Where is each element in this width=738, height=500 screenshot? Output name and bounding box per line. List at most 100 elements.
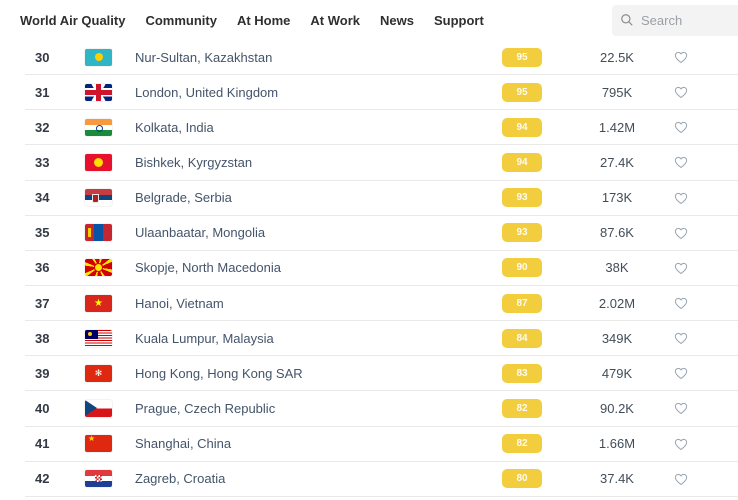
followers-count: 87.6K bbox=[600, 225, 634, 241]
table-row[interactable]: 39 Hong Kong, Hong Kong SAR 83 479K bbox=[25, 356, 738, 392]
city-label: Skopje, North Macedonia bbox=[135, 260, 281, 276]
aqi-badge: 95 bbox=[502, 47, 542, 67]
country-flag-icon bbox=[85, 435, 112, 453]
table-row[interactable]: 38 Kuala Lumpur, Malaysia 84 349K bbox=[25, 321, 738, 357]
followers-count: 795K bbox=[601, 84, 633, 100]
rank-label: 34 bbox=[35, 190, 50, 206]
city-label: London, United Kingdom bbox=[135, 84, 279, 100]
search-input[interactable] bbox=[641, 12, 730, 28]
city-label: Prague, Czech Republic bbox=[135, 400, 276, 416]
rank-label: 32 bbox=[35, 119, 50, 135]
city-label: Ulaanbaatar, Mongolia bbox=[135, 225, 266, 241]
aqi-badge: 94 bbox=[502, 152, 542, 172]
country-flag-icon bbox=[85, 259, 112, 277]
city-label: Bishkek, Kyrgyzstan bbox=[135, 154, 253, 170]
followers-count: 173K bbox=[601, 190, 633, 206]
favorite-heart-icon[interactable] bbox=[672, 119, 690, 135]
rank-label: 39 bbox=[35, 365, 50, 381]
rank-label: 40 bbox=[35, 400, 50, 416]
aqi-badge: 82 bbox=[502, 434, 542, 454]
followers-count: 1.42M bbox=[598, 119, 636, 135]
followers-count: 1.66M bbox=[598, 436, 636, 452]
country-flag-icon bbox=[85, 153, 112, 171]
rank-label: 42 bbox=[35, 471, 50, 487]
table-row[interactable]: 37 Hanoi, Vietnam 87 2.02M bbox=[25, 286, 738, 322]
nav-item-at-work[interactable]: At Work bbox=[310, 12, 361, 28]
rank-label: 36 bbox=[35, 260, 50, 276]
city-label: Hong Kong, Hong Kong SAR bbox=[135, 365, 303, 381]
country-flag-icon bbox=[85, 224, 112, 242]
rank-label: 37 bbox=[35, 295, 50, 311]
aqi-badge: 83 bbox=[502, 363, 542, 383]
aqi-badge: 87 bbox=[502, 293, 542, 313]
favorite-heart-icon[interactable] bbox=[672, 154, 690, 170]
rank-label: 33 bbox=[35, 154, 50, 170]
favorite-heart-icon[interactable] bbox=[672, 365, 690, 381]
rank-label: 41 bbox=[35, 436, 50, 452]
followers-count: 37.4K bbox=[600, 471, 634, 487]
table-row[interactable]: 32 Kolkata, India 94 1.42M bbox=[25, 110, 738, 146]
favorite-heart-icon[interactable] bbox=[672, 225, 690, 241]
aqi-badge: 95 bbox=[502, 82, 542, 102]
rank-label: 31 bbox=[35, 84, 50, 100]
aqi-badge: 82 bbox=[502, 398, 542, 418]
favorite-heart-icon[interactable] bbox=[672, 84, 690, 100]
country-flag-icon bbox=[85, 189, 112, 207]
favorite-heart-icon[interactable] bbox=[672, 190, 690, 206]
followers-count: 349K bbox=[601, 330, 633, 346]
city-label: Kolkata, India bbox=[135, 119, 214, 135]
aqi-badge: 93 bbox=[502, 223, 542, 243]
main-nav: World Air Quality Community At Home At W… bbox=[20, 13, 484, 28]
followers-count: 2.02M bbox=[598, 295, 636, 311]
city-label: Belgrade, Serbia bbox=[135, 190, 232, 206]
country-flag-icon bbox=[85, 364, 112, 382]
favorite-heart-icon[interactable] bbox=[672, 436, 690, 452]
nav-item-support[interactable]: Support bbox=[434, 12, 484, 28]
table-row[interactable]: 30 Nur-Sultan, Kazakhstan 95 22.5K bbox=[25, 40, 738, 76]
table-row[interactable]: 36 Skopje, North Macedonia 90 38K bbox=[25, 251, 738, 286]
nav-item-community[interactable]: Community bbox=[145, 12, 217, 28]
rank-label: 38 bbox=[35, 330, 50, 346]
favorite-heart-icon[interactable] bbox=[672, 330, 690, 346]
country-flag-icon bbox=[85, 118, 112, 136]
search-box[interactable] bbox=[612, 4, 738, 36]
table-row[interactable]: 33 Bishkek, Kyrgyzstan 94 27.4K bbox=[25, 145, 738, 181]
favorite-heart-icon[interactable] bbox=[672, 49, 690, 65]
country-flag-icon bbox=[85, 83, 112, 101]
table-row[interactable]: 31 London, United Kingdom 95 795K bbox=[25, 75, 738, 111]
favorite-heart-icon[interactable] bbox=[672, 400, 690, 416]
city-label: Nur-Sultan, Kazakhstan bbox=[135, 49, 273, 65]
city-label: Hanoi, Vietnam bbox=[135, 295, 224, 311]
aqi-badge: 84 bbox=[502, 328, 542, 348]
nav-item-world-air-quality[interactable]: World Air Quality bbox=[20, 12, 126, 28]
followers-count: 27.4K bbox=[600, 154, 634, 170]
country-flag-icon bbox=[85, 48, 112, 66]
followers-count: 22.5K bbox=[600, 49, 634, 65]
rank-label: 35 bbox=[35, 225, 50, 241]
followers-count: 479K bbox=[601, 365, 633, 381]
city-label: Shanghai, China bbox=[135, 436, 232, 452]
table-row[interactable]: 42 Zagreb, Croatia 80 37.4K bbox=[25, 462, 738, 497]
aqi-badge: 80 bbox=[502, 469, 542, 489]
nav-item-at-home[interactable]: At Home bbox=[236, 12, 291, 28]
aqi-badge: 94 bbox=[502, 117, 542, 137]
country-flag-icon bbox=[85, 470, 112, 488]
nav-item-news[interactable]: News bbox=[380, 12, 414, 28]
city-label: Zagreb, Croatia bbox=[135, 471, 226, 487]
aqi-badge: 90 bbox=[502, 258, 542, 278]
favorite-heart-icon[interactable] bbox=[672, 471, 690, 487]
table-row[interactable]: 40 Prague, Czech Republic 82 90.2K bbox=[25, 391, 738, 427]
top-navigation-bar: World Air Quality Community At Home At W… bbox=[0, 0, 738, 40]
table-row[interactable]: 35 Ulaanbaatar, Mongolia 93 87.6K bbox=[25, 216, 738, 251]
favorite-heart-icon[interactable] bbox=[672, 295, 690, 311]
table-row[interactable]: 34 Belgrade, Serbia 93 173K bbox=[25, 181, 738, 216]
country-flag-icon bbox=[85, 399, 112, 417]
country-flag-icon bbox=[85, 329, 112, 347]
followers-count: 90.2K bbox=[600, 400, 634, 416]
aqi-badge: 93 bbox=[502, 188, 542, 208]
rank-label: 30 bbox=[35, 49, 50, 65]
country-flag-icon bbox=[85, 294, 112, 312]
favorite-heart-icon[interactable] bbox=[672, 260, 690, 276]
search-icon bbox=[621, 14, 633, 26]
table-row[interactable]: 41 Shanghai, China 82 1.66M bbox=[25, 427, 738, 462]
